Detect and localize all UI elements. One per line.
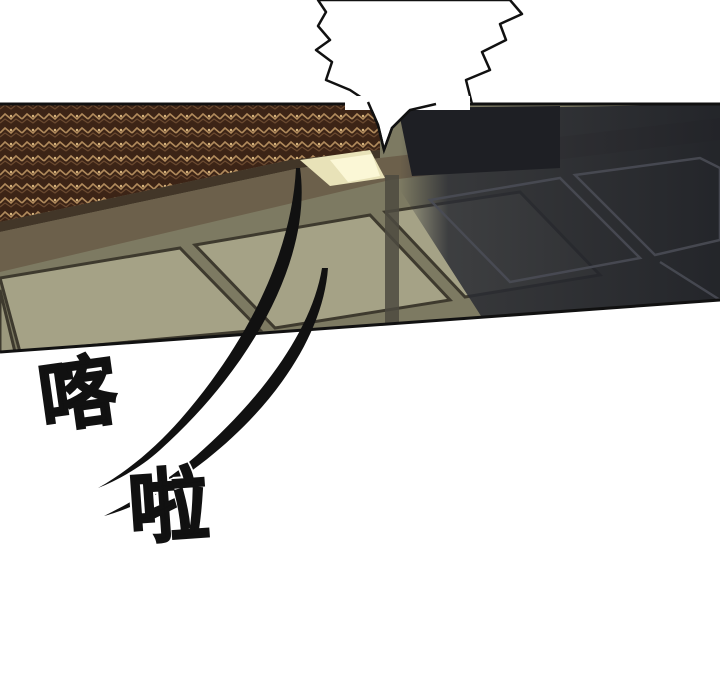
- panel-bottom-border: [0, 298, 720, 354]
- shadow-tiles: [427, 156, 720, 302]
- bubble-fill: [345, 96, 470, 110]
- furniture-block: [398, 106, 560, 176]
- carpet-edge-shadow: [0, 150, 380, 232]
- bubble-tail-outline: [366, 101, 437, 155]
- carpet: [0, 104, 380, 222]
- light-spot-core: [330, 154, 380, 182]
- sound-effect-first: 喀: [32, 344, 124, 446]
- sound-effect-second: 啦: [125, 456, 213, 556]
- floor-scene: [0, 104, 720, 352]
- table-leg: [385, 175, 399, 335]
